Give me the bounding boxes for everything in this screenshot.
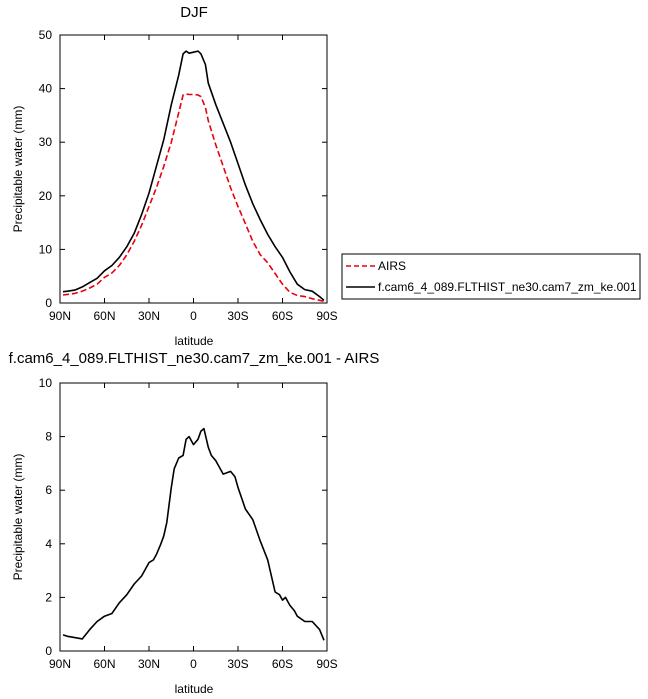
bottom-series-line-1 xyxy=(62,427,325,641)
bottom-x-tick-label: 0 xyxy=(190,657,197,671)
bottom-y-tick-label: 2 xyxy=(45,590,52,604)
bottom-y-tick-label: 0 xyxy=(45,644,52,658)
top-x-tick-label: 60S xyxy=(272,309,293,323)
legend: AIRS f.cam6_4_089.FLTHIST_ne30.cam7_zm_k… xyxy=(341,253,641,300)
bottom-x-tick-label: 30S xyxy=(227,657,248,671)
top-y-tick-label: 40 xyxy=(39,82,53,96)
bottom-x-tick-label: 30N xyxy=(138,657,160,671)
bottom-x-axis-label: latitude xyxy=(175,682,214,696)
top-x-tick-label: 90N xyxy=(49,309,71,323)
bottom-chart-title: f.cam6_4_089.FLTHIST_ne30.cam7_zm_ke.001… xyxy=(9,350,380,367)
top-x-tick-label: 30N xyxy=(138,309,160,323)
bottom-y-tick-label: 4 xyxy=(45,537,52,551)
top-y-tick-label: 50 xyxy=(39,28,53,42)
top-x-axis-label: latitude xyxy=(175,334,214,348)
top-y-axis-label: Precipitable water (mm) xyxy=(11,106,25,233)
top-x-tick-label: 90S xyxy=(316,309,337,323)
bottom-y-axis-label: Precipitable water (mm) xyxy=(11,454,25,581)
bottom-x-tick-label: 90S xyxy=(316,657,337,671)
legend-airs-label: AIRS xyxy=(378,259,406,273)
top-series-line-1 xyxy=(62,93,325,303)
top-plot-area xyxy=(59,34,328,304)
bottom-y-tick-label: 10 xyxy=(39,376,53,390)
top-y-tick-label: 30 xyxy=(39,135,53,149)
legend-box xyxy=(341,253,641,300)
top-panel: DJF 90N 60N 30N 0 30S 60S 90S 0 10 20 30 40 50 lati… xyxy=(11,4,641,348)
legend-model-label: f.cam6_4_089.FLTHIST_ne30.cam7_zm_ke.001 xyxy=(378,280,637,294)
bottom-y-tick-label: 6 xyxy=(45,483,52,497)
top-x-tick-label: 60N xyxy=(93,309,115,323)
top-y-tick-label: 20 xyxy=(39,189,53,203)
bottom-x-tick-label: 90N xyxy=(49,657,71,671)
top-series-line-2 xyxy=(62,50,325,301)
top-plot-frame xyxy=(59,34,328,304)
top-x-tick-label: 30S xyxy=(227,309,248,323)
top-y-tick-label: 10 xyxy=(39,242,53,256)
bottom-plot-area xyxy=(59,382,328,652)
top-x-tick-label: 0 xyxy=(190,309,197,323)
bottom-plot-frame xyxy=(59,382,328,652)
top-chart-title: DJF xyxy=(180,4,208,21)
bottom-y-tick-label: 8 xyxy=(45,430,52,444)
bottom-x-tick-label: 60N xyxy=(93,657,115,671)
bottom-x-tick-label: 60S xyxy=(272,657,293,671)
bottom-panel: f.cam6_4_089.FLTHIST_ne30.cam7_zm_ke.001… xyxy=(9,350,380,696)
top-y-tick-label: 0 xyxy=(45,296,52,310)
